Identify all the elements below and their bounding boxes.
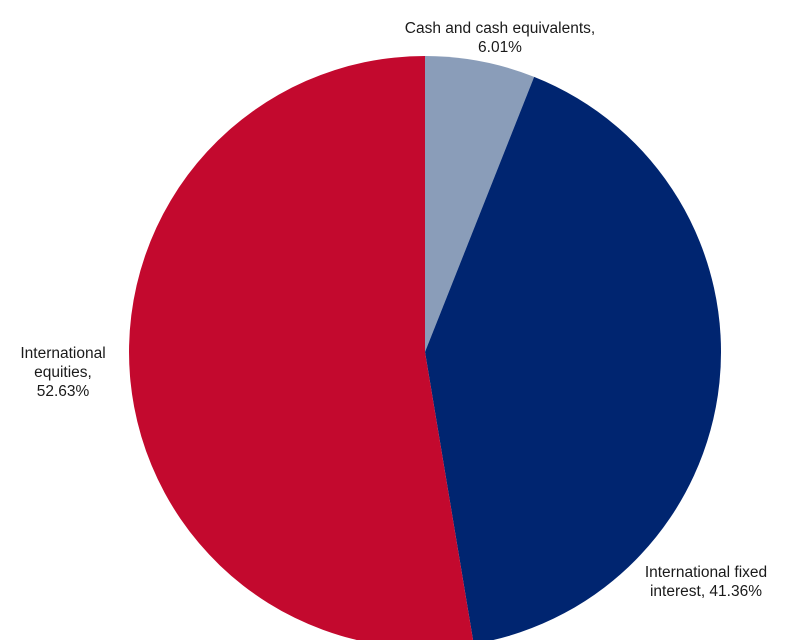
slice-label-line: International [20,345,105,362]
slice-label-line: International fixed [645,564,767,581]
slice-label: International fixed interest, 41.36% [645,564,767,600]
slice-label: International equities, 52.63% [20,345,105,400]
slice-label-line: Cash and cash equivalents, [405,20,595,37]
pie-slice-international-fixed-interest [425,76,721,640]
pie-labels: Cash and cash equivalents, 6.01% Internati… [20,20,767,600]
slice-label-line: 52.63% [37,383,90,400]
slice-label: Cash and cash equivalents, 6.01% [405,20,595,56]
slice-label-line: interest, 41.36% [650,583,762,600]
pie-slice-international-equities [129,56,474,640]
slice-label-line: 6.01% [478,39,522,56]
slice-label-line: equities, [34,364,92,381]
pie-slice-cash-and-cash-equivalents [425,56,535,352]
pie-slices [129,56,721,640]
